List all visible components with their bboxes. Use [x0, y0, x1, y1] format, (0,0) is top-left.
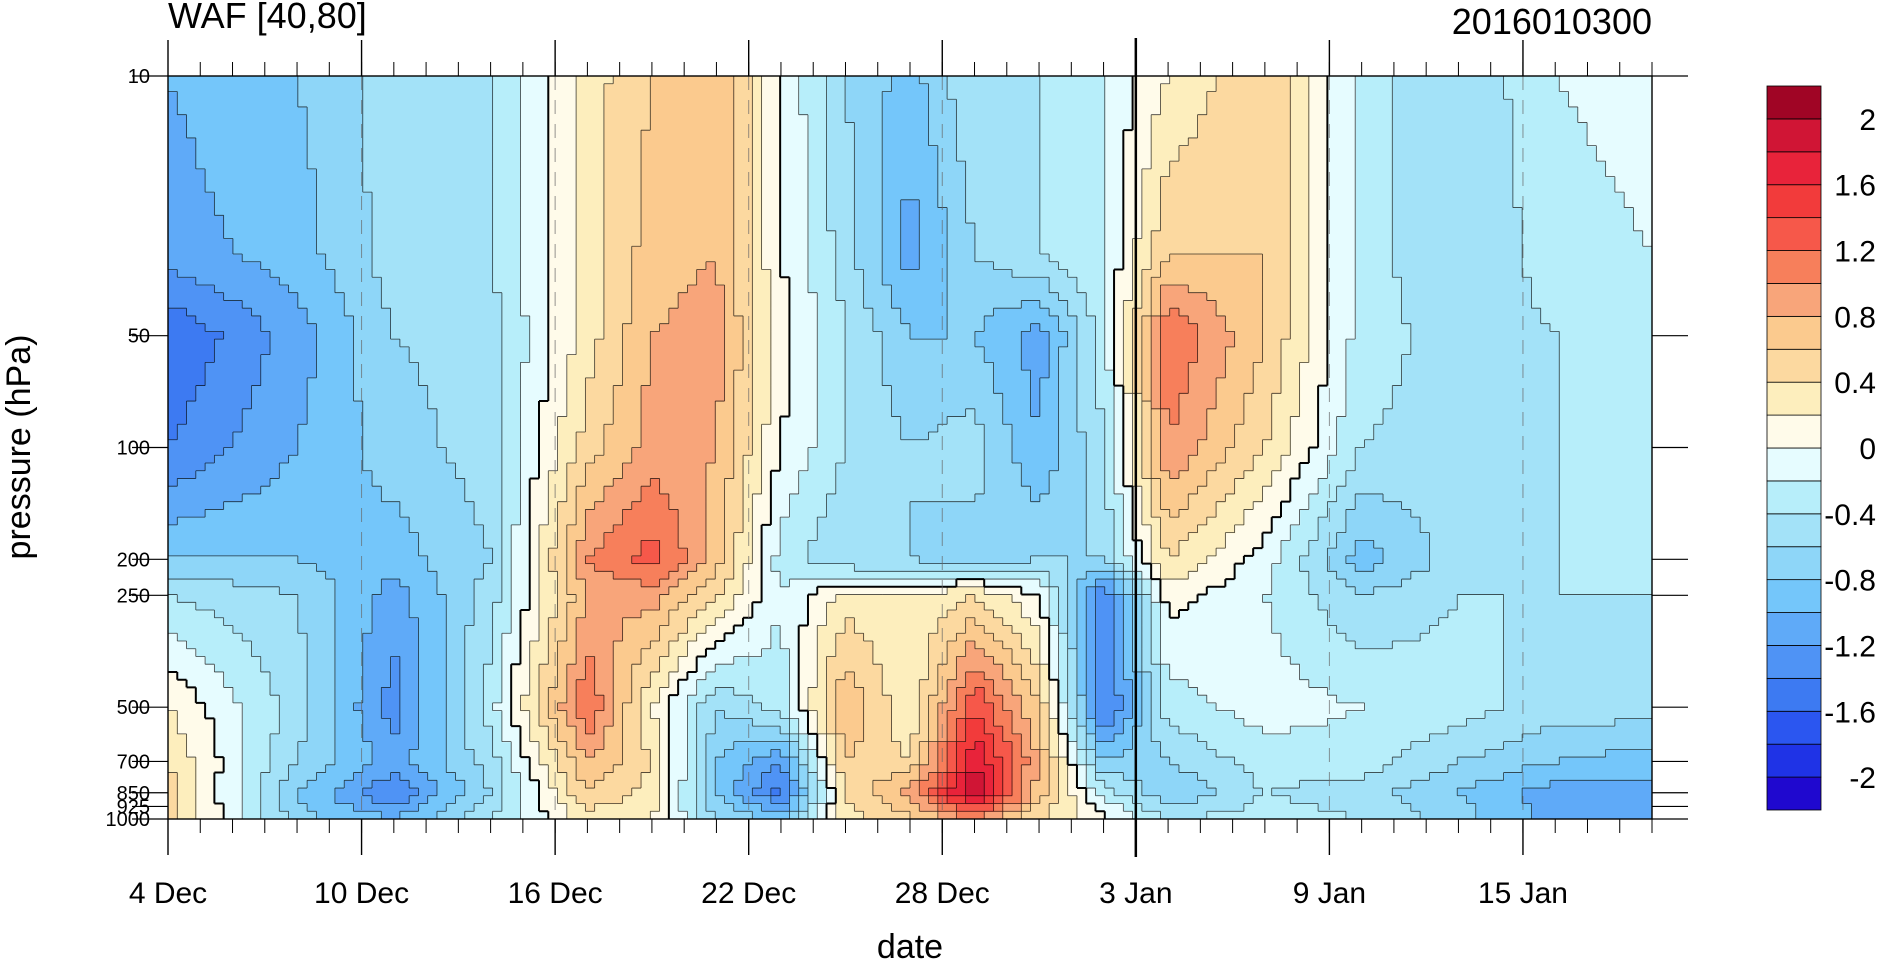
- x-tick-label: 16 Dec: [508, 877, 603, 910]
- colorbar-swatch: [1766, 447, 1822, 482]
- y-tick-label: 700: [117, 751, 150, 773]
- y-tick-label: 250: [117, 585, 150, 607]
- y-tick-label: 10: [128, 66, 150, 88]
- y-tick-label: 925: [117, 796, 150, 818]
- colorbar-swatch: [1766, 612, 1822, 646]
- colorbar-tick-label: 0.8: [1834, 301, 1876, 334]
- contour-lines: [168, 76, 1652, 819]
- axis-ticks: 4 Dec 10 Dec 16 Dec 22 Dec 28 Dec 3 Jan 9 Jan 1…: [106, 40, 1688, 910]
- y-tick-label: 100: [117, 438, 150, 460]
- plot-area: 4 Dec 10 Dec 16 Dec 22 Dec 28 Dec 3 Jan 9 Jan 1…: [106, 38, 1688, 910]
- colorbar-swatch: [1766, 381, 1822, 416]
- colorbar-swatch: [1766, 184, 1822, 219]
- chart-subtitle: 2016010300: [1452, 1, 1652, 42]
- colorbar-swatch: [1766, 677, 1822, 712]
- colorbar-swatch: [1766, 513, 1822, 548]
- zero-contour-line: [168, 76, 1329, 819]
- colorbar-swatch: [1766, 85, 1822, 120]
- colorbar-swatch: [1766, 348, 1822, 383]
- y-tick-label: 1000: [106, 809, 151, 831]
- colorbar-tick-label: -1.2: [1824, 630, 1876, 663]
- x-tick-label: 28 Dec: [895, 877, 990, 910]
- contour-band-12: [168, 76, 1310, 819]
- date-gridlines: [361, 76, 1524, 819]
- x-tick-label: 22 Dec: [701, 877, 796, 910]
- colorbar-swatch: [1766, 283, 1822, 317]
- colorbar-tick-label: 1.2: [1834, 236, 1876, 269]
- colorbar-tick-label: -0.8: [1824, 565, 1876, 598]
- colorbar-tick-label: 0.4: [1834, 367, 1876, 400]
- x-tick-label: 15 Jan: [1478, 877, 1568, 910]
- contour-band-20: [965, 772, 985, 797]
- contour-band-15: [557, 261, 1236, 819]
- colorbar-tick-label: -0.4: [1824, 499, 1876, 532]
- x-tick-label: 3 Jan: [1099, 877, 1172, 910]
- x-axis-label: date: [877, 928, 943, 961]
- colorbar-swatch: [1766, 250, 1822, 284]
- y-tick-label: 850: [117, 783, 150, 805]
- contour-line: [168, 76, 1652, 819]
- x-tick-label: 10 Dec: [314, 877, 409, 910]
- colorbar: 2 1.6 1.2 0.8 0.4 0 -0.4 -0.8 -1.2 -1.6 -2: [1766, 85, 1876, 811]
- colorbar-swatch: [1766, 480, 1822, 515]
- y-axis-label: pressure (hPa): [0, 335, 38, 560]
- colorbar-tick-label: 1.6: [1834, 170, 1876, 203]
- colorbar-swatch: [1766, 151, 1822, 186]
- colorbar-swatch: [1766, 776, 1822, 811]
- colorbar-swatch: [1766, 546, 1822, 581]
- colorbar-tick-label: -2: [1849, 762, 1876, 795]
- chart-title: WAF [40,80]: [168, 0, 367, 36]
- colorbar-tick-label: 2: [1859, 104, 1876, 137]
- colorbar-swatch: [1766, 315, 1822, 350]
- x-tick-label: 9 Jan: [1293, 877, 1366, 910]
- x-tick-label: 4 Dec: [129, 877, 207, 910]
- contour-band-8: [168, 76, 1652, 819]
- contour-band-14: [548, 76, 1264, 819]
- contour-band-18: [937, 718, 1004, 805]
- colorbar-swatch: [1766, 118, 1822, 153]
- contour-band-13: [168, 76, 1291, 819]
- colorbar-swatch: [1766, 414, 1822, 449]
- y-tick-label: 50: [128, 326, 150, 348]
- contour-band-5: [168, 91, 1652, 819]
- contour-field: [168, 76, 1652, 819]
- colorbar-tick-label: 0: [1859, 433, 1876, 466]
- colorbar-swatch: [1766, 743, 1822, 778]
- y-tick-label: 200: [117, 549, 150, 571]
- colorbar-swatch: [1766, 645, 1822, 679]
- colorbar-tick-label: -1.6: [1824, 696, 1876, 729]
- colorbar-swatch: [1766, 217, 1822, 251]
- colorbar-swatch: [1766, 710, 1822, 745]
- y-tick-label: 500: [117, 697, 150, 719]
- colorbar-swatch: [1766, 579, 1822, 613]
